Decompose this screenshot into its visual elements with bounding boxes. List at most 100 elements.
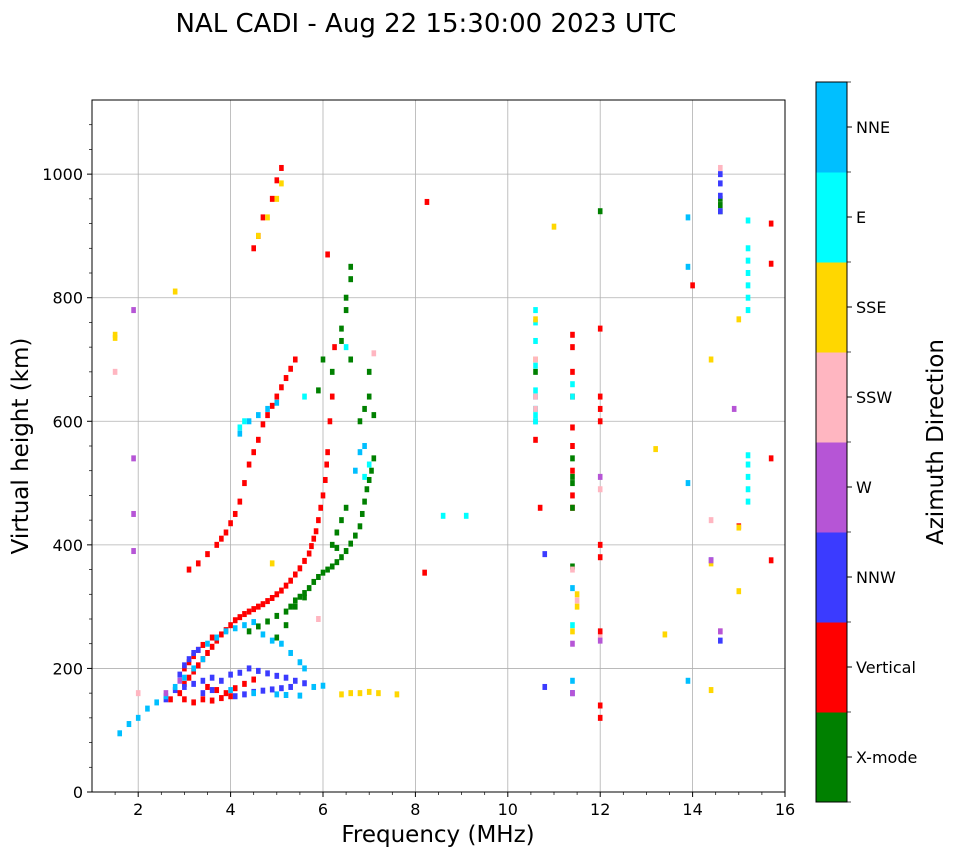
data-point	[256, 667, 261, 674]
data-point	[320, 356, 326, 363]
series-x-mode	[246, 195, 723, 641]
data-point	[214, 687, 220, 694]
data-point	[200, 696, 206, 703]
data-point	[131, 548, 136, 555]
data-point	[685, 263, 691, 270]
data-point	[316, 573, 321, 580]
data-point	[745, 461, 751, 468]
data-point	[371, 412, 377, 419]
data-marks	[112, 164, 774, 737]
colorbar-segment	[816, 712, 847, 803]
data-point	[297, 692, 303, 699]
data-point	[353, 467, 358, 474]
data-point	[570, 344, 575, 351]
data-point	[718, 202, 723, 209]
data-point	[311, 535, 317, 542]
series-sse	[112, 180, 742, 698]
data-point	[718, 208, 723, 215]
data-point	[182, 662, 187, 669]
data-point	[302, 590, 307, 597]
data-point	[228, 693, 233, 700]
data-point	[768, 455, 774, 462]
data-point	[718, 628, 723, 635]
data-point	[745, 245, 751, 252]
data-point	[533, 412, 538, 419]
data-point	[542, 551, 548, 558]
data-point	[343, 504, 349, 511]
data-point	[274, 393, 280, 400]
data-point	[191, 653, 196, 660]
data-point	[279, 640, 284, 647]
data-point	[251, 606, 256, 613]
data-point	[260, 214, 266, 221]
data-point	[348, 356, 354, 363]
data-point	[269, 686, 275, 693]
data-point	[570, 677, 575, 684]
data-point	[292, 356, 298, 363]
colorbar-label: Azimuth Direction	[923, 339, 949, 545]
data-point	[718, 192, 723, 199]
data-point	[424, 198, 430, 205]
data-point	[597, 325, 603, 332]
data-point	[320, 492, 326, 499]
data-point	[533, 436, 538, 443]
data-point	[570, 467, 575, 474]
data-point	[348, 276, 354, 283]
data-point	[718, 180, 723, 187]
data-point	[570, 393, 575, 400]
data-point	[343, 548, 349, 555]
data-point	[191, 680, 196, 687]
data-point	[685, 480, 691, 487]
data-point	[362, 498, 367, 505]
data-point	[126, 721, 132, 728]
colorbar-label-item: E	[856, 208, 866, 227]
data-point	[597, 554, 603, 561]
data-point	[195, 646, 201, 653]
data-point	[745, 257, 751, 264]
y-axis-label: Virtual height (km)	[8, 338, 34, 555]
data-point	[570, 424, 575, 431]
data-point	[570, 585, 575, 592]
data-point	[274, 591, 280, 598]
data-point	[200, 677, 206, 684]
data-point	[260, 421, 266, 428]
data-point	[768, 260, 774, 267]
data-point	[768, 220, 774, 227]
data-point	[246, 665, 252, 672]
data-point	[182, 680, 187, 687]
data-point	[242, 691, 247, 698]
azimuth-colorbar: X-mode Vertical NNW W SSW SSE E NNE	[815, 81, 917, 803]
data-point	[200, 656, 206, 663]
data-point	[731, 405, 737, 412]
data-point	[228, 671, 233, 678]
data-point	[131, 455, 136, 462]
colorbar-frame	[815, 81, 848, 803]
data-point	[228, 520, 233, 527]
data-point	[288, 603, 293, 610]
data-point	[364, 486, 370, 493]
colorbar-label-item: X-mode	[856, 748, 917, 767]
data-point	[260, 601, 266, 608]
data-point	[570, 331, 575, 338]
series-vertical	[168, 164, 774, 721]
data-point	[172, 683, 178, 690]
grid-lines	[92, 100, 785, 792]
data-point	[214, 634, 220, 641]
data-point	[662, 631, 668, 638]
data-point	[302, 665, 307, 672]
data-point	[768, 557, 774, 564]
data-point	[274, 399, 280, 406]
data-point	[325, 449, 330, 456]
series-e	[237, 217, 751, 629]
data-point	[745, 217, 751, 224]
data-point	[357, 418, 363, 425]
data-point	[283, 582, 289, 589]
data-point	[570, 640, 575, 647]
data-point	[570, 443, 575, 449]
data-point	[200, 690, 206, 697]
colorbar-label-item: NNW	[856, 568, 896, 587]
data-point	[685, 214, 691, 221]
data-point	[232, 693, 238, 700]
data-point	[242, 480, 247, 487]
data-point	[309, 543, 314, 550]
